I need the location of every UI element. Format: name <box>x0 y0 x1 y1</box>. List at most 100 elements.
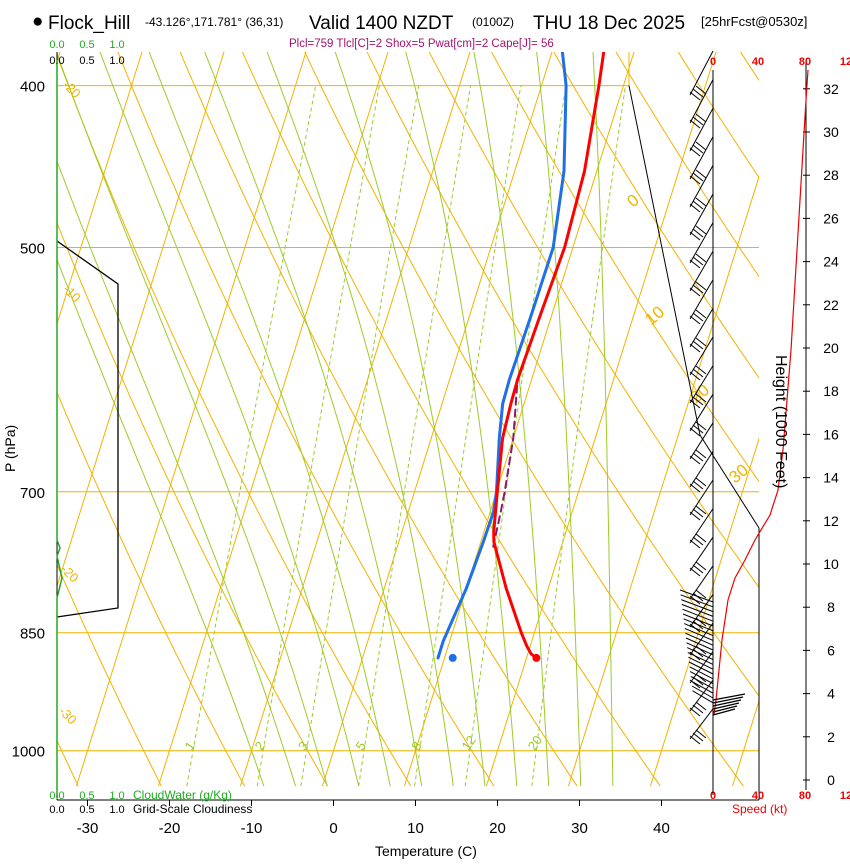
pressure-tick-label: 700 <box>20 485 45 502</box>
wind-barb <box>690 423 713 464</box>
x-axis-label: Temperature (C) <box>375 843 477 859</box>
dry-adiabat <box>53 0 577 786</box>
mixing-ratio-label: 20 <box>525 733 546 753</box>
isotherm-line <box>486 0 821 786</box>
pressure-tick-label: 400 <box>20 79 45 96</box>
wind-barb-surface <box>713 709 735 715</box>
cloudiness-bottom-tick-label: 1.0 <box>109 804 124 816</box>
dry-adiabat <box>217 0 827 786</box>
cloud-water-profile <box>57 60 62 795</box>
x-tick-label: 0 <box>329 820 337 837</box>
height-tick-label: 18 <box>823 383 839 399</box>
isotherm-line <box>0 0 247 786</box>
isotherm-line <box>0 0 83 786</box>
cloud-top-tick-label: 0.0 <box>49 39 64 51</box>
station-bullet: ● <box>32 11 43 32</box>
cloud-top-tick-label: 0.5 <box>79 39 94 51</box>
speed-tick-label: 12 <box>840 56 850 68</box>
speed-label: Speed (kt) <box>732 802 787 816</box>
isotherm-line <box>76 0 411 786</box>
height-tick-label: 22 <box>823 297 839 313</box>
moist-adiabat <box>0 0 296 786</box>
moist-adiabat-label: 10 <box>641 302 668 329</box>
surface-dewpoint-dot <box>449 654 457 662</box>
wind-barb <box>690 337 713 380</box>
speed-tick-label: 80 <box>799 790 811 802</box>
cloud-water-label: CloudWater (g/Kg) <box>133 788 232 802</box>
isotherm-label: -20 <box>60 77 84 101</box>
mixing-ratio-line <box>359 86 471 787</box>
wind-speed-profile <box>714 70 808 715</box>
cloud-bottom-tick-label: 0.0 <box>49 790 64 802</box>
wind-barb <box>690 680 713 716</box>
moist-adiabat-label: 0 <box>623 190 642 211</box>
isotherm-label: -30 <box>56 704 80 728</box>
x-tick-label: 30 <box>571 820 588 837</box>
moist-adiabat <box>85 0 421 786</box>
speed-tick-label: 0 <box>710 56 716 68</box>
isotherm-line <box>0 0 165 786</box>
height-tick-label: 16 <box>823 426 839 442</box>
height-tick-label: 32 <box>823 81 839 97</box>
height-tick-label: 14 <box>823 470 839 486</box>
height-tick-label: 24 <box>823 254 839 270</box>
dry-adiabat <box>0 0 328 786</box>
wind-barb <box>690 108 713 156</box>
cloudiness-top-tick-label: 0.5 <box>79 55 94 67</box>
height-tick-label: 26 <box>823 210 839 226</box>
y-axis-label: P (hPa) <box>2 425 18 472</box>
dry-adiabat <box>0 0 78 786</box>
x-tick-label: -10 <box>241 820 263 837</box>
height-tick-label: 12 <box>823 513 839 529</box>
valid-date: THU 18 Dec 2025 <box>533 13 685 34</box>
x-tick-label: 20 <box>489 820 506 837</box>
height-tick-label: 4 <box>827 686 835 702</box>
moist-adiabat <box>566 0 613 786</box>
x-tick-label: -20 <box>159 820 181 837</box>
cloudiness-top-tick-label: 0.0 <box>49 55 64 67</box>
isotherm-line <box>650 0 850 786</box>
moist-adiabat <box>0 0 359 786</box>
height-axis-label: Height (1000 Feet) <box>772 355 789 488</box>
cloudiness-bottom-tick-label: 0.0 <box>49 804 64 816</box>
speed-tick-label: 40 <box>752 790 764 802</box>
forecast-info: [25hrFcst@0530z] <box>701 14 807 29</box>
height-tick-label: 28 <box>823 167 839 183</box>
isotherm-line <box>240 0 575 786</box>
speed-tick-label: 12 <box>840 790 850 802</box>
moist-adiabat <box>0 0 264 786</box>
height-tick-label: 30 <box>823 124 839 140</box>
wind-barb-staff <box>690 108 713 151</box>
isotherm-line <box>0 0 329 786</box>
moist-adiabat <box>145 0 453 786</box>
pressure-tick-label: 1000 <box>12 744 45 761</box>
station-coords: -43.126°,171.781° (36,31) <box>145 15 283 29</box>
dry-adiabat <box>326 0 850 786</box>
moist-adiabat-label: 30 <box>725 460 752 487</box>
indices-line: Plcl=759 Tlcl[C]=2 Shox=5 Pwat[cm]=2 Cap… <box>289 38 554 50</box>
dry-adiabat <box>598 0 850 786</box>
wind-barb <box>690 80 713 128</box>
dry-adiabat <box>0 0 494 786</box>
pressure-tick-label: 850 <box>20 626 45 643</box>
cloudiness-label: Grid-Scale Cloudiness <box>133 802 252 816</box>
height-tick-label: 6 <box>827 642 835 658</box>
height-tick-label: 0 <box>827 772 835 788</box>
cloud-bottom-tick-label: 1.0 <box>109 790 124 802</box>
cloud-top-tick-label: 1.0 <box>109 39 124 51</box>
isotherm-line <box>322 0 657 786</box>
pressure-tick-label: 500 <box>20 241 45 258</box>
moist-adiabat <box>299 0 517 786</box>
speed-tick-label: 40 <box>752 56 764 68</box>
cloudiness-top-tick-label: 1.0 <box>109 55 124 67</box>
speed-tick-label: 80 <box>799 56 811 68</box>
temperature-trace <box>494 0 616 658</box>
surface-temperature-dot <box>532 654 540 662</box>
height-tick-label: 2 <box>827 729 835 745</box>
mixing-ratio-line <box>465 86 566 787</box>
cloudiness-bottom-tick-label: 0.5 <box>79 804 94 816</box>
dry-adiabat <box>653 0 850 786</box>
dry-adiabat <box>0 0 411 786</box>
